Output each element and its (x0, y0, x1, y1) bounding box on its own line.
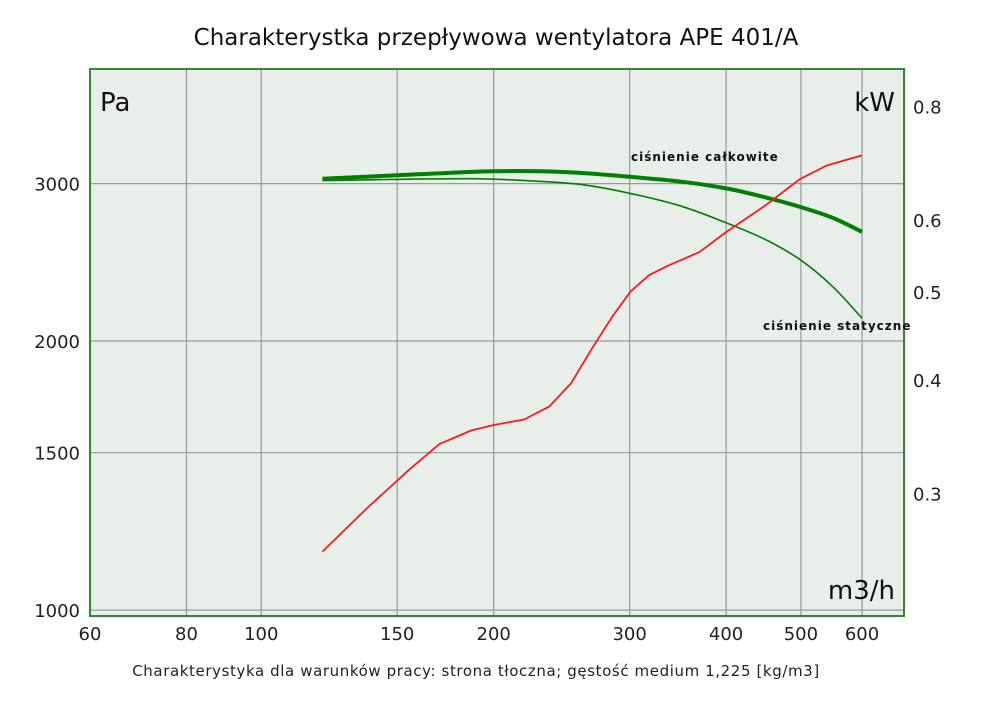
y-left-tick-label: 2000 (34, 332, 80, 353)
chart-caption: Charakterystyka dla warunków pracy: stro… (132, 662, 820, 680)
x-tick-label: 300 (612, 624, 646, 645)
x-tick-label: 600 (845, 624, 879, 645)
x-axis-ticks: 60 80 100 150 200 300 400 500 600 (79, 624, 880, 645)
x-tick-label: 200 (477, 624, 511, 645)
chart-title: Charakterystka przepływowa wentylatora A… (194, 25, 799, 51)
power-curve (321, 154, 863, 553)
y-left-tick-label: 1000 (34, 601, 80, 622)
series-layer (321, 154, 863, 553)
plot-frame (89, 68, 905, 617)
x-tick-label: 500 (784, 624, 818, 645)
x-tick-label: 400 (709, 624, 743, 645)
y-right-tick-label: 0.3 (913, 485, 942, 506)
y-right-tick-label: 0.5 (913, 283, 942, 304)
x-tick-label: 80 (175, 624, 198, 645)
static-pressure-curve (322, 177, 863, 319)
y-left-tick-label: 1500 (34, 444, 80, 465)
plot-area (90, 69, 904, 616)
y-right-tick-label: 0.6 (913, 211, 942, 232)
label-total-pressure: ciśnienie całkowite (631, 150, 779, 164)
grid-lines (90, 69, 904, 616)
total-pressure-curve (322, 169, 863, 234)
y-right-tick-label: 0.4 (913, 371, 942, 392)
x-tick-label: 60 (79, 624, 102, 645)
x-unit-label: m3/h (828, 576, 895, 606)
y-right-unit-label: kW (854, 88, 895, 118)
y-left-axis-ticks: 1000 1500 2000 3000 (34, 175, 80, 623)
y-left-tick-label: 3000 (34, 175, 80, 196)
y-right-tick-label: 0.8 (913, 98, 942, 119)
y-right-axis-ticks: 0.3 0.4 0.5 0.6 0.8 (913, 98, 942, 506)
label-static-pressure: ciśnienie statyczne (763, 319, 911, 333)
y-left-unit-label: Pa (100, 88, 130, 118)
x-tick-label: 100 (244, 624, 278, 645)
x-tick-label: 150 (380, 624, 414, 645)
